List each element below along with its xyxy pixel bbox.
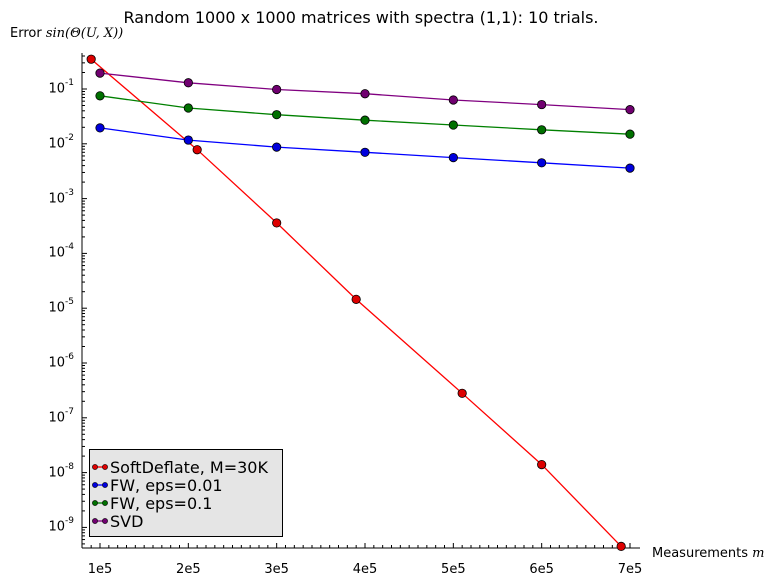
data-point	[360, 89, 370, 99]
chart-legend: SoftDeflate, M=30K FW, eps=0.01 FW, eps=0.…	[89, 449, 283, 537]
legend-entry: FW, eps=0.1	[90, 493, 213, 513]
data-point	[95, 123, 105, 133]
y-axis-label: Error sin(Θ(U, X))	[10, 26, 123, 41]
y-tick-label: 10-4	[14, 242, 74, 261]
x-tick-label: 4e5	[352, 562, 378, 577]
y-tick-label-exponent: -5	[65, 297, 74, 308]
y-tick-label: 10-3	[14, 187, 74, 206]
chart-title: Random 1000 x 1000 matrices with spectra…	[123, 8, 599, 27]
data-point	[183, 103, 193, 113]
data-point	[272, 218, 282, 228]
x-tick-label: 6e5	[529, 562, 554, 577]
y-tick-label-base: 10	[48, 136, 66, 152]
x-axis-label-math: m	[752, 546, 765, 561]
data-point	[95, 68, 105, 78]
data-point	[183, 78, 193, 88]
legend-label: FW, eps=0.01	[110, 475, 223, 495]
y-tick-label-base: 10	[48, 81, 66, 97]
legend-label: SoftDeflate, M=30K	[110, 457, 268, 477]
x-tick-label: 1e5	[87, 562, 113, 577]
y-axis-label-math: sin(Θ(U, X))	[45, 26, 124, 41]
data-point	[192, 145, 202, 155]
y-tick-label-base: 10	[48, 300, 66, 316]
y-tick-label: 10-6	[14, 352, 74, 371]
data-point	[86, 54, 96, 64]
series-line	[99, 95, 631, 135]
y-tick-label: 10-8	[14, 461, 74, 480]
legend-swatch	[92, 464, 108, 470]
y-tick-label-exponent: -3	[65, 187, 74, 198]
y-tick-label: 10-5	[14, 297, 74, 316]
y-tick-label-base: 10	[48, 519, 66, 535]
data-point	[360, 115, 370, 125]
y-tick-label-exponent: -6	[65, 352, 74, 362]
y-tick-label-exponent: -4	[65, 242, 74, 253]
y-tick-label: 10-1	[14, 78, 74, 97]
y-tick-label-base: 10	[48, 410, 66, 426]
data-point	[537, 459, 547, 470]
y-tick-label: 10-7	[14, 406, 74, 426]
legend-swatch	[92, 500, 108, 506]
y-tick-label-base: 10	[48, 355, 66, 371]
y-tick-label-exponent: -7	[65, 406, 74, 417]
y-tick-label: 10-2	[14, 132, 74, 152]
data-point	[448, 95, 458, 105]
y-tick-label-exponent: -8	[65, 461, 74, 472]
x-axis-label-text: Measurements	[652, 546, 749, 561]
legend-swatch	[92, 518, 108, 524]
data-point	[351, 294, 361, 304]
data-point	[537, 99, 547, 110]
data-point	[272, 110, 282, 120]
data-point	[457, 388, 467, 398]
x-tick-label: 5e5	[441, 562, 466, 577]
x-tick-label: 3e5	[264, 562, 289, 577]
y-tick-label-exponent: -9	[65, 516, 74, 527]
legend-entry: FW, eps=0.01	[90, 475, 223, 495]
data-point	[625, 163, 635, 173]
data-point	[95, 91, 105, 101]
data-point	[537, 158, 547, 168]
x-axis-label: Measurements m	[652, 546, 765, 561]
data-point	[537, 125, 547, 135]
x-tick-label: 2e5	[176, 562, 201, 577]
y-tick-label: 10-9	[14, 516, 74, 535]
x-tick-label: 7e5	[617, 562, 643, 577]
data-point	[272, 84, 282, 95]
data-point	[625, 129, 635, 139]
data-point	[616, 541, 626, 552]
y-tick-label-base: 10	[48, 464, 66, 480]
legend-label: FW, eps=0.1	[110, 493, 213, 513]
legend-entry: SVD	[90, 511, 144, 531]
y-axis-label-text: Error	[10, 26, 42, 41]
legend-entry: SoftDeflate, M=30K	[90, 457, 268, 477]
y-tick-label-base: 10	[48, 190, 66, 206]
y-tick-label-base: 10	[48, 245, 66, 261]
data-point	[272, 142, 282, 152]
data-point	[360, 147, 370, 157]
data-point	[625, 105, 635, 115]
data-point	[448, 152, 458, 163]
y-tick-label-exponent: -2	[65, 132, 74, 143]
y-tick-label-exponent: -1	[65, 78, 74, 88]
data-point	[448, 120, 458, 130]
legend-label: SVD	[110, 511, 144, 531]
legend-swatch	[92, 482, 108, 488]
data-point	[183, 135, 193, 145]
